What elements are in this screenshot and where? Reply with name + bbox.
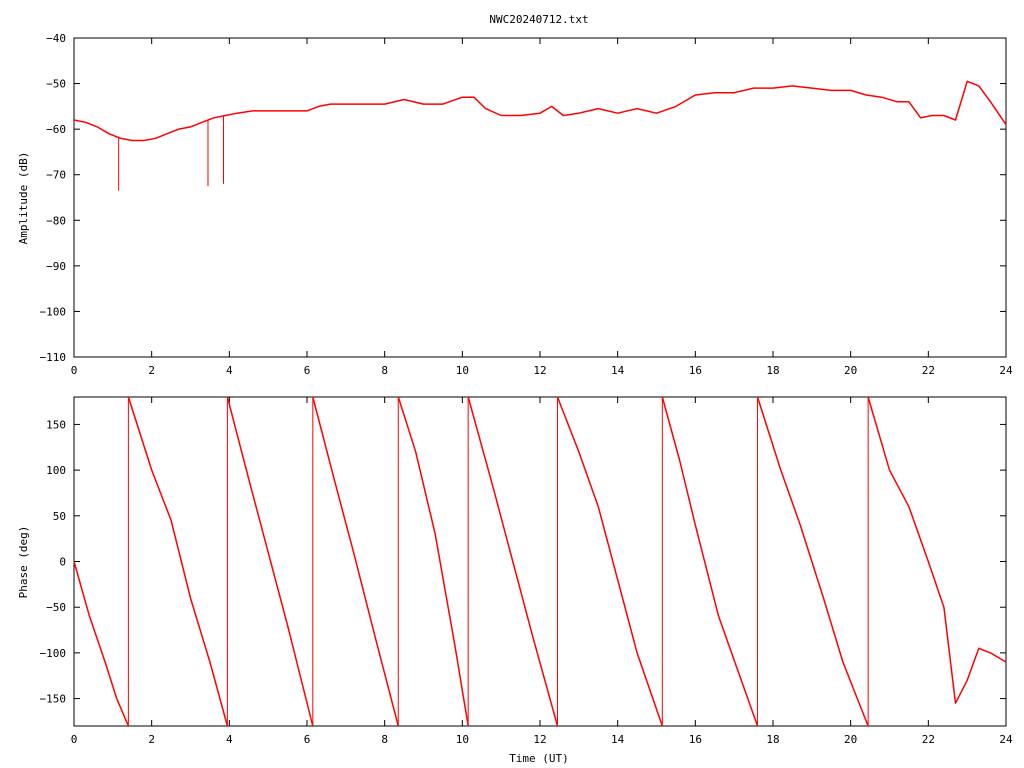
amplitude-y-tick-label: −60 (46, 123, 66, 136)
phase-x-ticks: 0 2 4 6 8 10 12 14 16 18 20 22 24 (71, 397, 1013, 746)
phase-y-tick-label: 0 (59, 556, 66, 569)
amplitude-y-label: Amplitude (dB) (17, 152, 30, 245)
amplitude-x-tick-label: 4 (226, 364, 233, 377)
phase-series-segment (867, 396, 1007, 704)
amplitude-y-tick-label: −100 (40, 305, 67, 318)
amplitude-series-line (73, 80, 1007, 142)
phase-y-tick-label: −50 (46, 601, 66, 614)
phase-series (73, 396, 1007, 727)
amplitude-x-tick-label: 6 (304, 364, 311, 377)
amplitude-y-tick-label: −70 (46, 169, 66, 182)
phase-series-segment (73, 561, 130, 727)
phase-y-tick-label: 100 (46, 464, 66, 477)
phase-x-tick-label: 12 (533, 733, 546, 746)
phase-y-tick-label: 50 (53, 510, 66, 523)
phase-x-tick-label: 4 (226, 733, 233, 746)
phase-series-segment (226, 396, 314, 727)
phase-series-segment (556, 396, 664, 727)
phase-series-segment (467, 396, 559, 727)
phase-y-tick-label: −100 (40, 647, 67, 660)
phase-series-segment (756, 396, 869, 727)
amplitude-x-tick-label: 24 (999, 364, 1013, 377)
phase-x-label: Time (UT) (509, 752, 569, 765)
amplitude-x-tick-label: 12 (533, 364, 546, 377)
chart-title: NWC20240712.txt (489, 13, 588, 26)
amplitude-y-ticks: −110 −100 −90 −80 −70 −60 −50 −40 (40, 32, 1006, 364)
phase-series-segment (127, 396, 229, 727)
amplitude-x-tick-label: 18 (766, 364, 779, 377)
amplitude-x-tick-label: 14 (611, 364, 625, 377)
amplitude-x-tick-label: 2 (148, 364, 155, 377)
amplitude-series (73, 80, 1007, 191)
amplitude-y-tick-label: −80 (46, 214, 66, 227)
amplitude-y-tick-label: −40 (46, 32, 66, 45)
phase-y-ticks: −150 −100 −50 0 50 100 150 (40, 418, 1006, 706)
amplitude-x-tick-label: 0 (71, 364, 78, 377)
amplitude-x-tick-label: 8 (381, 364, 388, 377)
amplitude-plot-frame (73, 37, 1007, 358)
phase-series-segment (397, 396, 469, 727)
amplitude-y-tick-label: −110 (40, 351, 67, 364)
phase-x-tick-label: 20 (844, 733, 857, 746)
phase-x-tick-label: 22 (922, 733, 935, 746)
phase-y-tick-label: −150 (40, 693, 67, 706)
amplitude-x-tick-label: 22 (922, 364, 935, 377)
phase-x-tick-label: 8 (381, 733, 388, 746)
amplitude-x-tick-label: 16 (689, 364, 702, 377)
phase-x-tick-label: 2 (148, 733, 155, 746)
amplitude-y-tick-label: −50 (46, 78, 66, 91)
phase-x-tick-label: 0 (71, 733, 78, 746)
phase-x-tick-label: 16 (689, 733, 702, 746)
phase-y-label: Phase (deg) (17, 526, 30, 599)
phase-x-tick-label: 14 (611, 733, 625, 746)
phase-y-tick-label: 150 (46, 418, 66, 431)
amplitude-x-ticks: 0 2 4 6 8 10 12 14 16 18 20 22 24 (71, 38, 1013, 377)
phase-x-tick-label: 6 (304, 733, 311, 746)
amplitude-x-tick-label: 20 (844, 364, 857, 377)
phase-series-segment (661, 396, 759, 727)
phase-x-tick-label: 10 (456, 733, 469, 746)
phase-x-tick-label: 18 (766, 733, 779, 746)
amplitude-panel: −110−100−90−80−70−60−50−40 0 2 4 6 8 10 12 14 16… (17, 32, 1013, 377)
amplitude-y-tick-label: −90 (46, 260, 66, 273)
amplitude-x-tick-label: 10 (456, 364, 469, 377)
phase-x-tick-label: 24 (999, 733, 1013, 746)
phase-series-segment (312, 396, 400, 727)
